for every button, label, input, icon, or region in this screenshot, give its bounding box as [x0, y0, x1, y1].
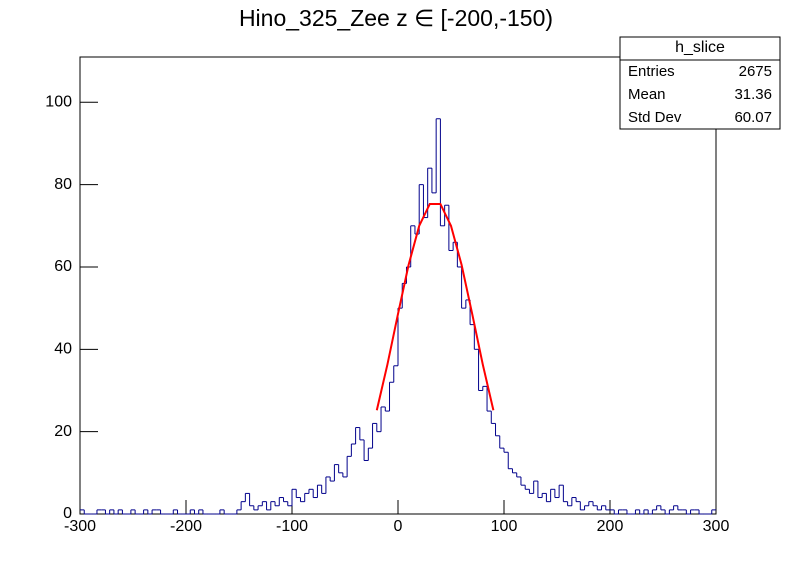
y-tick-label: 20	[54, 423, 72, 440]
x-tick-label: -200	[170, 518, 202, 535]
stats-label: Mean	[628, 86, 666, 103]
y-tick-label: 0	[63, 505, 72, 522]
y-tick-label: 80	[54, 176, 72, 193]
stats-value: 31.36	[734, 86, 772, 103]
chart-title: Hino_325_Zee z ∈ [-200,-150)	[239, 5, 553, 31]
x-tick-label: 100	[491, 518, 518, 535]
x-tick-label: 0	[394, 518, 403, 535]
stats-value: 2675	[739, 63, 772, 80]
x-tick-label: 300	[703, 518, 730, 535]
y-tick-label: 100	[45, 94, 72, 111]
stats-value: 60.07	[734, 109, 772, 126]
stats-label: Entries	[628, 63, 675, 80]
x-tick-label: -300	[64, 518, 96, 535]
y-tick-label: 60	[54, 258, 72, 275]
stats-title: h_slice	[675, 39, 725, 56]
x-tick-label: 200	[597, 518, 624, 535]
x-tick-label: -100	[276, 518, 308, 535]
stats-label: Std Dev	[628, 109, 682, 126]
stats-box	[619, 36, 781, 130]
fit-curve	[375, 202, 495, 411]
y-tick-label: 40	[54, 341, 72, 358]
